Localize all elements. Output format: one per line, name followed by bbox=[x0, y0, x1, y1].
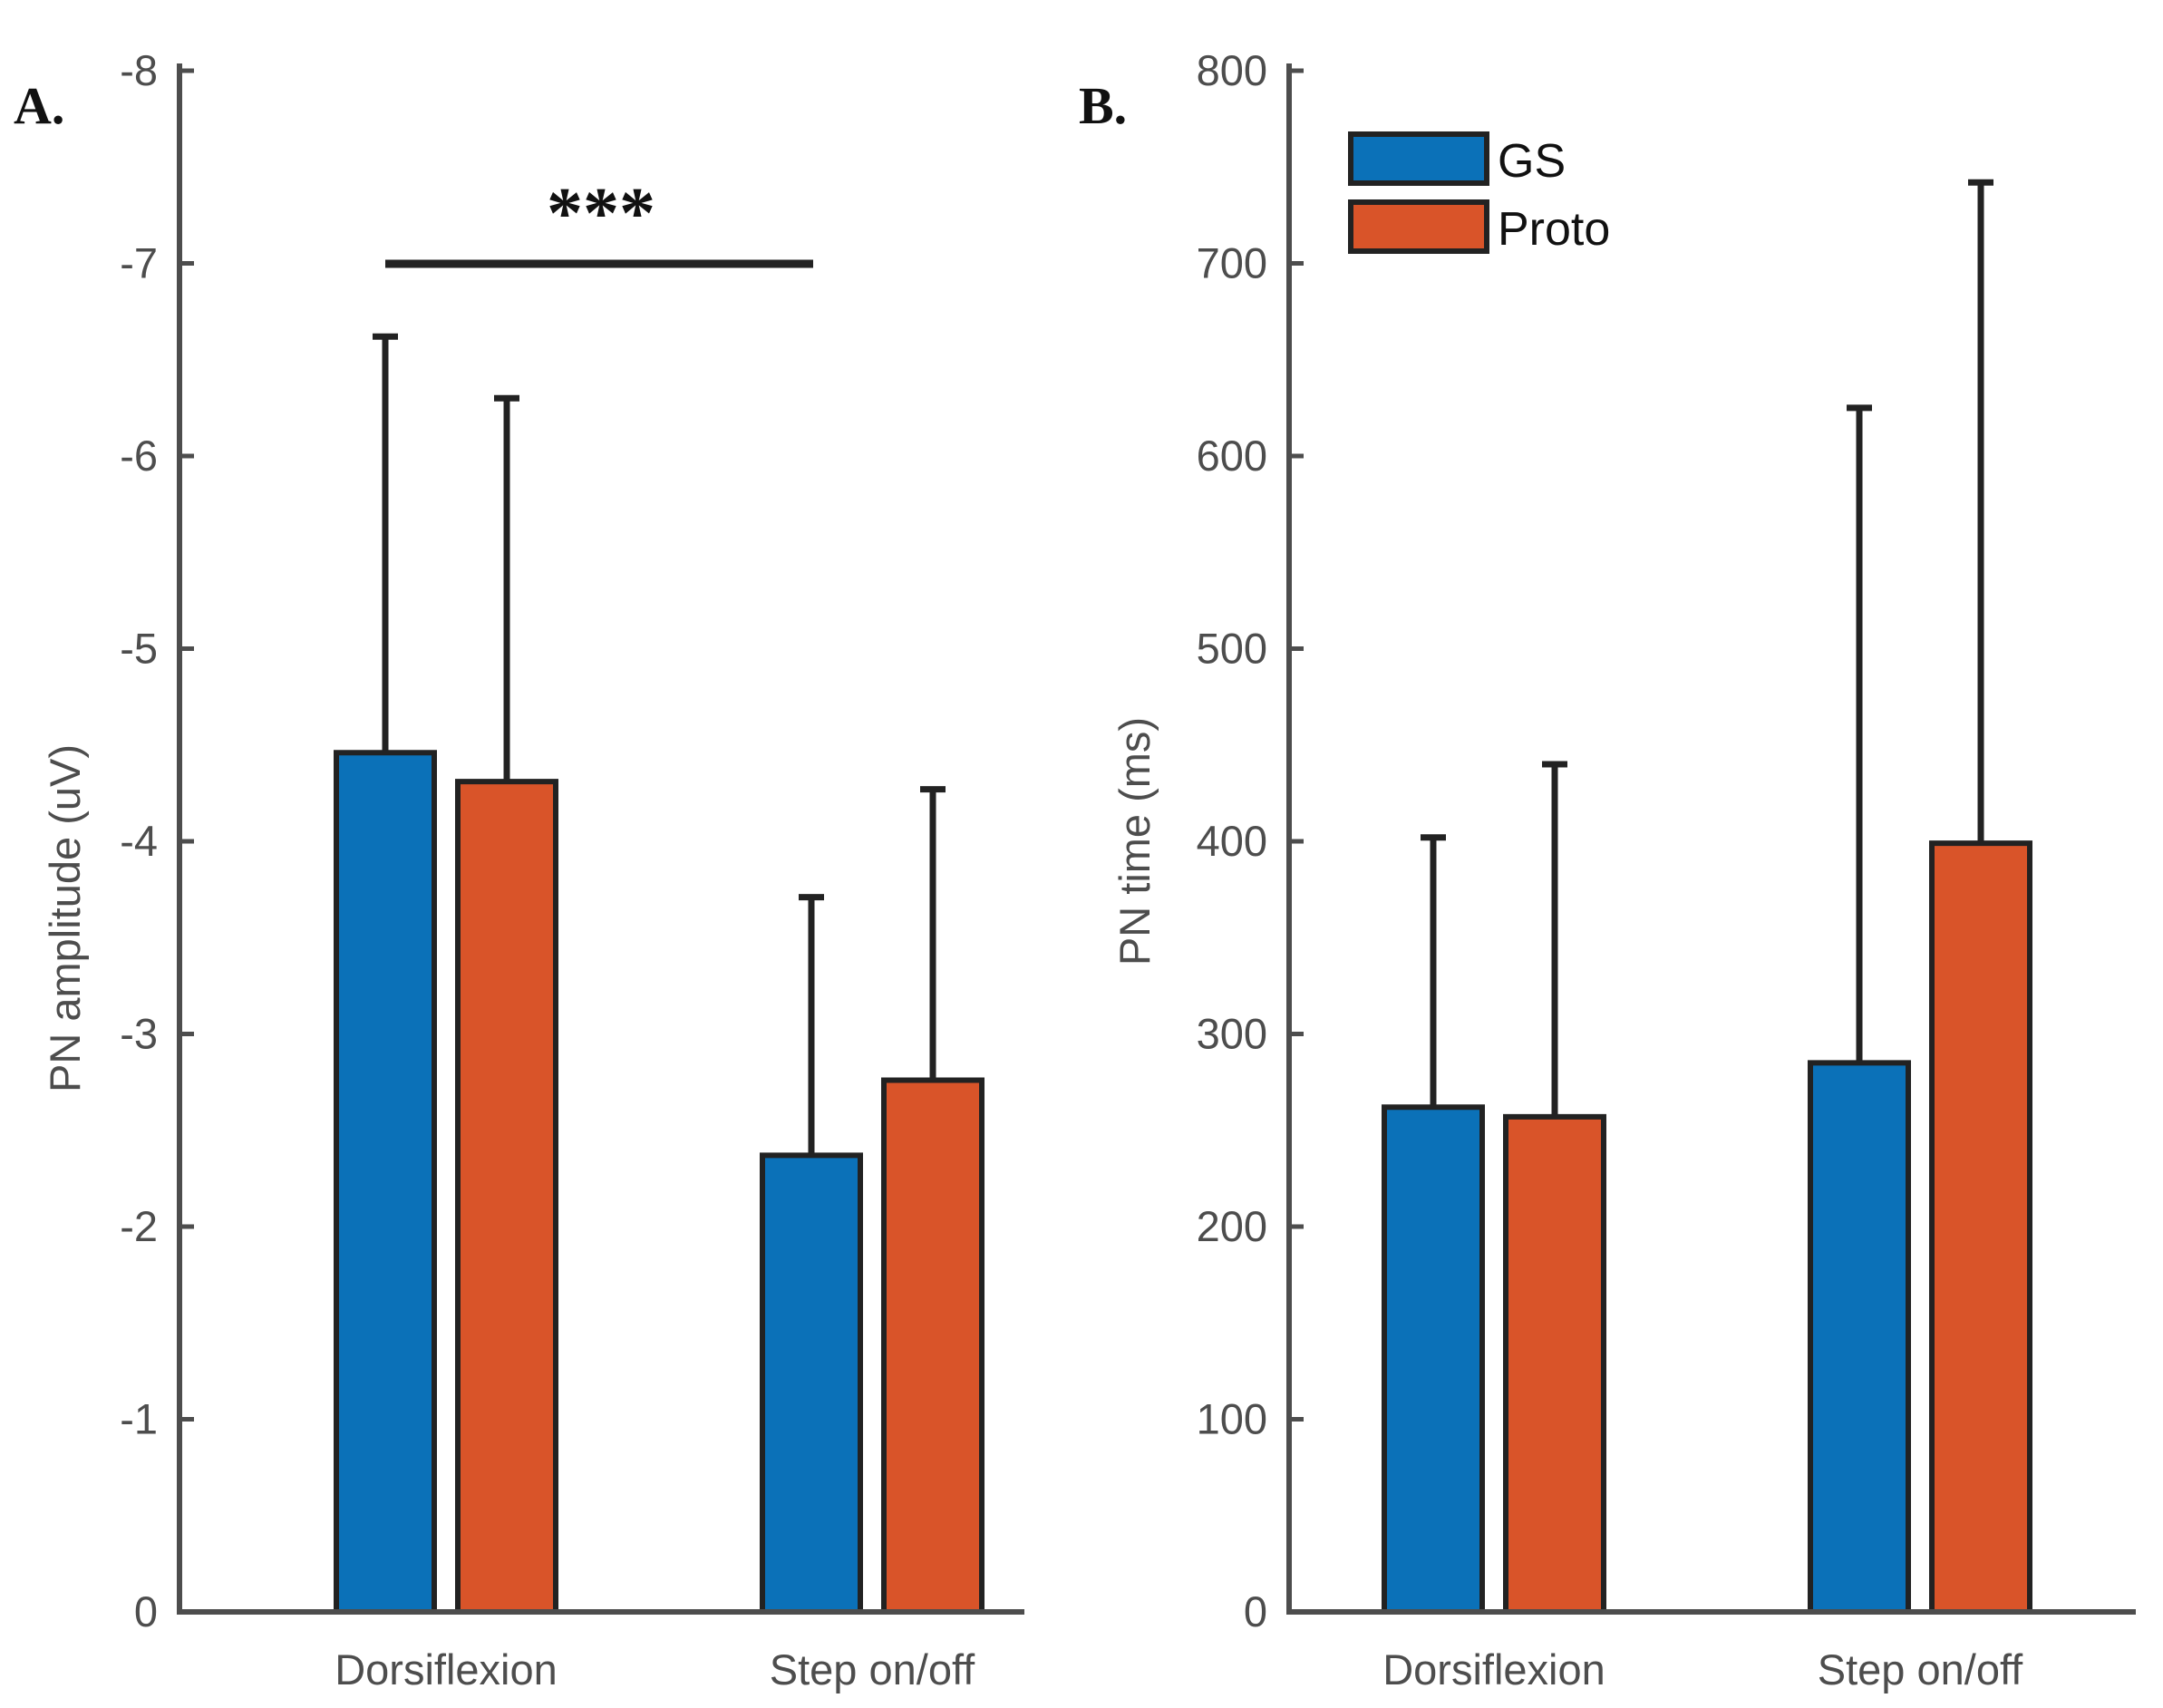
panel-b-label: B. bbox=[1079, 76, 1127, 135]
panel-b-y-tick-label: 200 bbox=[1197, 1202, 1267, 1250]
panel-a-x-tick-label: Dorsiflexion bbox=[335, 1645, 558, 1693]
panel-a-y-tick-label: -8 bbox=[120, 46, 158, 94]
panel-a-y-tick-label: -6 bbox=[120, 432, 158, 480]
panel-a-bar-proto bbox=[455, 779, 558, 1615]
panel-b-bar-proto bbox=[1929, 840, 2032, 1615]
panel-b-y-tick-label: 800 bbox=[1197, 46, 1267, 94]
legend-label-proto: Proto bbox=[1498, 203, 1610, 256]
panel-b-y-tick-label: 400 bbox=[1197, 817, 1267, 865]
legend-swatch-gs bbox=[1348, 131, 1489, 186]
legend-label-gs: GS bbox=[1498, 135, 1566, 188]
panel-a-significance-marker: *** bbox=[547, 174, 655, 254]
legend-swatch-proto bbox=[1348, 199, 1489, 254]
panel-a-x-tick-label: Step on/off bbox=[770, 1645, 975, 1693]
panel-b-y-tick-label: 300 bbox=[1197, 1010, 1267, 1058]
panel-a-chart: A. PN amplitude (uV) 0 -1 -2 -3 -4 -5 -6 -7 -8 Do… bbox=[14, 46, 1024, 1693]
panel-a-y-tick-label: -4 bbox=[120, 817, 158, 865]
panel-a-y-tick-label: -3 bbox=[120, 1010, 158, 1058]
panel-b-y-tick-label: 0 bbox=[1244, 1587, 1267, 1635]
panel-a-label: A. bbox=[14, 76, 64, 135]
panel-b-y-tick-label: 600 bbox=[1197, 432, 1267, 480]
panel-a-y-tick-label: -1 bbox=[120, 1395, 158, 1443]
panel-b-y-tick-label: 500 bbox=[1197, 625, 1267, 673]
panel-b-y-axis-label: PN time (ms) bbox=[1111, 717, 1159, 966]
panel-a-bar-proto bbox=[881, 1077, 985, 1615]
panel-a-y-tick-label: -2 bbox=[120, 1202, 158, 1250]
panel-b-x-tick-label: Step on/off bbox=[1818, 1645, 2023, 1693]
panel-b-bar-gs bbox=[1382, 1104, 1485, 1615]
panel-b-chart: B. PN time (ms) 0 100 200 300 400 500 600 700 80… bbox=[1079, 46, 2136, 1693]
panel-a-y-tick-label: -5 bbox=[120, 625, 158, 673]
panel-a-y-tick-label: 0 bbox=[134, 1587, 158, 1635]
panel-b-y-tick-label: 100 bbox=[1197, 1395, 1267, 1443]
panel-a-y-axis-label: PN amplitude (uV) bbox=[41, 744, 89, 1092]
panel-b-x-tick-label: Dorsiflexion bbox=[1382, 1645, 1605, 1693]
panel-b-legend: GS Proto bbox=[1348, 131, 1610, 256]
panel-b-bar-gs bbox=[1808, 1060, 1911, 1615]
panel-a-bar-gs bbox=[760, 1152, 863, 1615]
panel-a-bar-gs bbox=[334, 750, 437, 1615]
panel-a-y-tick-label: -7 bbox=[120, 239, 158, 287]
panel-b-bar-proto bbox=[1503, 1113, 1606, 1615]
panel-a-plot-area: 0 -1 -2 -3 -4 -5 -6 -7 -8 Dorsiflexion Step on/off bbox=[120, 46, 1024, 1693]
panel-b-plot-area: 0 100 200 300 400 500 600 700 800 Dorsiflexion Ste… bbox=[1197, 46, 2136, 1693]
panel-b-y-tick-label: 700 bbox=[1197, 239, 1267, 287]
